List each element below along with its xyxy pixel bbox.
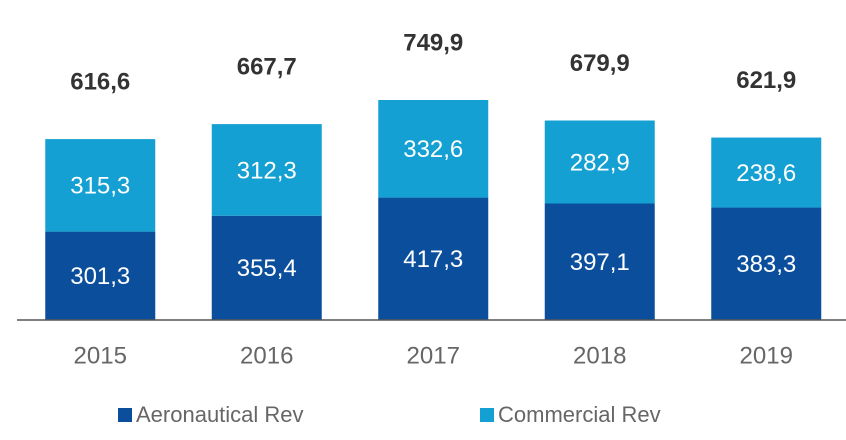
bar-segment (378, 197, 489, 320)
x-tick-label: 2016 (240, 342, 293, 369)
x-tick-label: 2019 (740, 342, 793, 369)
bar-segment (378, 100, 489, 198)
data-label: 355,4 (237, 255, 297, 282)
legend-label: Commercial Rev (498, 402, 661, 427)
legend-swatch (480, 408, 494, 422)
x-tick-label: 2015 (74, 342, 127, 369)
data-label: 301,3 (70, 263, 130, 290)
legend-swatch (118, 408, 132, 422)
data-label: 417,3 (403, 246, 463, 273)
total-label: 621,9 (736, 67, 796, 94)
bar-segment (544, 203, 655, 320)
bar-segment (711, 207, 822, 320)
data-label: 238,6 (736, 160, 796, 187)
data-label: 332,6 (403, 136, 463, 163)
data-label: 312,3 (237, 157, 297, 184)
bar-segment (45, 231, 156, 320)
data-label: 315,3 (70, 173, 130, 200)
total-label: 667,7 (237, 53, 297, 80)
bar-segment (711, 137, 822, 208)
data-label: 383,3 (736, 251, 796, 278)
data-label: 397,1 (570, 249, 630, 276)
bar-segment (544, 120, 655, 204)
legend-label: Aeronautical Rev (136, 402, 304, 427)
bar-segment (211, 124, 322, 216)
total-label: 749,9 (403, 29, 463, 56)
total-label: 679,9 (570, 50, 630, 77)
bar-segment (211, 215, 322, 320)
total-label: 616,6 (70, 68, 130, 95)
x-tick-label: 2018 (573, 342, 626, 369)
bar-segment (45, 139, 156, 232)
data-label: 282,9 (570, 149, 630, 176)
x-tick-label: 2017 (407, 342, 460, 369)
